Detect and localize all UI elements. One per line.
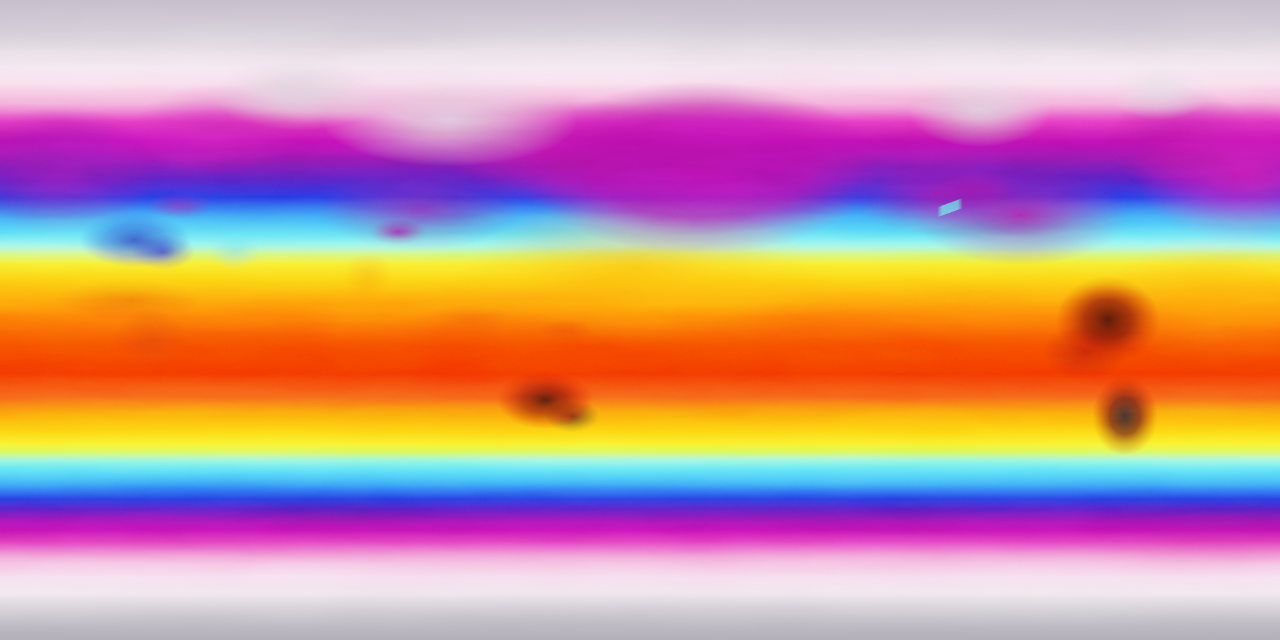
terrain-grain-texture <box>0 0 1280 640</box>
global-temperature-map <box>0 0 1280 640</box>
